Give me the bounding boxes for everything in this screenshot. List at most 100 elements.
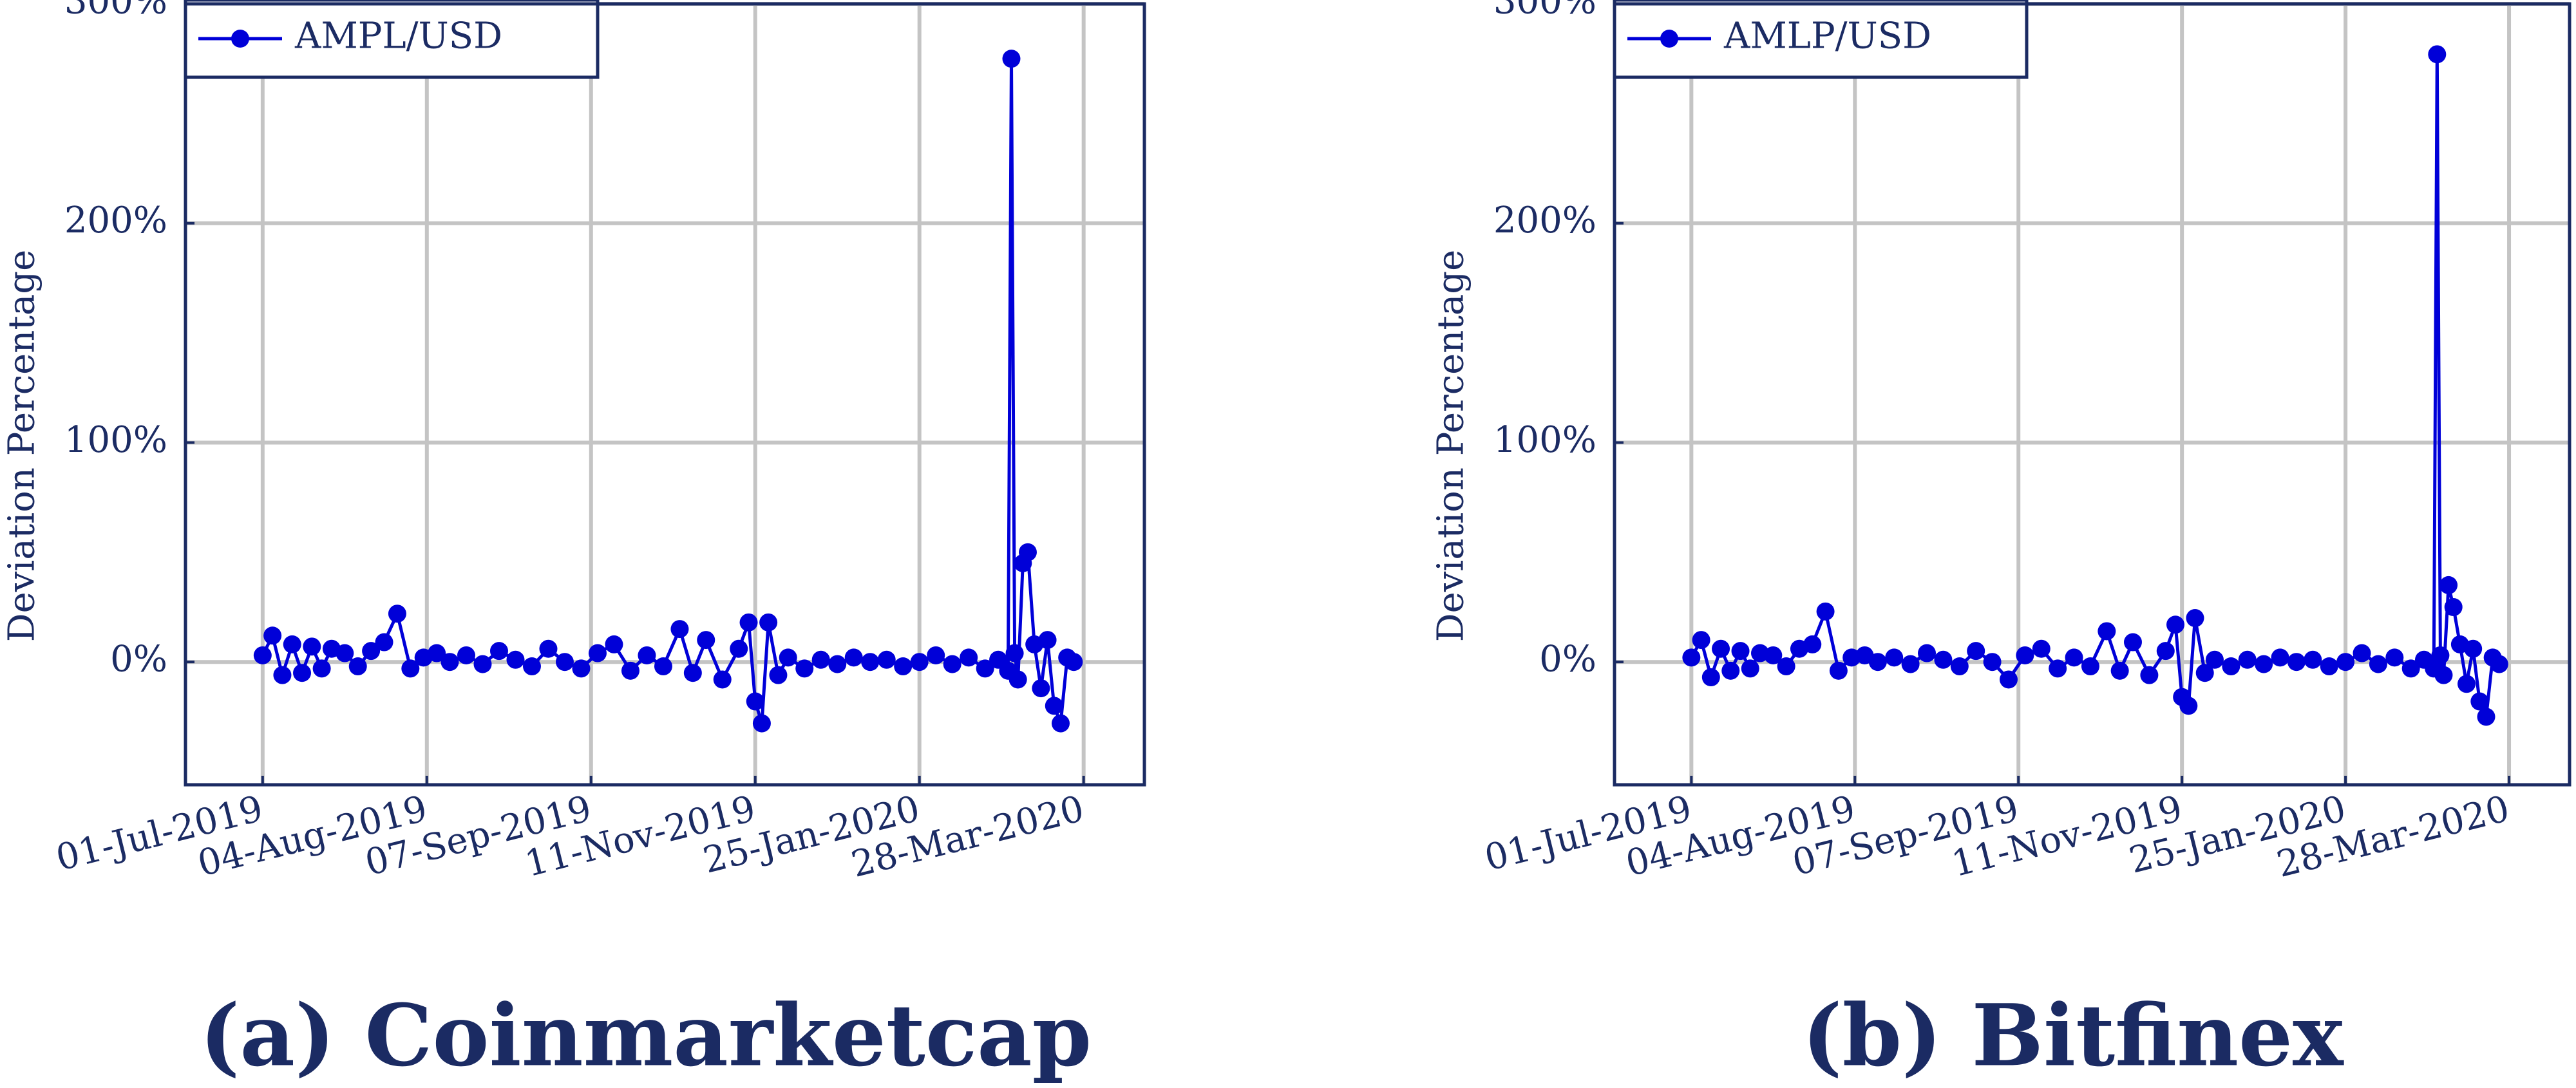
data-point xyxy=(697,631,715,650)
data-point xyxy=(2140,666,2159,684)
data-point xyxy=(2287,653,2306,671)
data-point xyxy=(621,661,639,680)
data-point xyxy=(440,653,459,671)
data-point xyxy=(1983,653,2002,671)
data-point xyxy=(759,613,778,632)
data-point xyxy=(1934,650,1953,669)
data-point xyxy=(522,657,541,676)
data-point xyxy=(1803,635,1822,653)
data-point xyxy=(2271,648,2289,667)
data-point xyxy=(2255,655,2273,673)
y-tick-label: 200% xyxy=(64,200,167,241)
series-line xyxy=(261,59,1075,724)
data-point xyxy=(1009,670,1027,689)
data-point xyxy=(1038,631,1057,650)
data-point xyxy=(2470,692,2489,711)
data-point xyxy=(2477,708,2496,726)
data-point xyxy=(2166,615,2185,634)
data-point xyxy=(336,644,354,662)
data-point xyxy=(730,639,748,658)
data-point xyxy=(388,605,406,623)
data-point xyxy=(293,664,312,682)
chart-panel: 01-Jul-201904-Aug-201907-Sep-201911-Nov-… xyxy=(1430,0,2571,1086)
data-point xyxy=(2110,661,2129,680)
data-point xyxy=(877,650,896,669)
data-point xyxy=(779,648,797,667)
data-point xyxy=(555,653,574,671)
data-point xyxy=(752,714,771,733)
data-point xyxy=(670,620,689,639)
data-point xyxy=(828,655,847,673)
data-point xyxy=(861,653,880,671)
data-point xyxy=(1005,644,1024,662)
data-point xyxy=(746,692,764,711)
data-point xyxy=(2081,657,2099,676)
data-point xyxy=(2195,664,2214,682)
legend-label: AMPL/USD xyxy=(294,15,502,57)
data-point xyxy=(960,648,978,667)
data-point xyxy=(739,613,758,632)
data-point xyxy=(375,633,393,652)
data-point xyxy=(1045,697,1063,715)
data-point xyxy=(2369,655,2387,673)
y-tick-label: 100% xyxy=(1493,419,1596,461)
data-point xyxy=(927,646,945,664)
data-point xyxy=(2428,45,2447,64)
data-point xyxy=(2065,648,2083,667)
caption: (a) Coinmarketcap xyxy=(200,986,1092,1086)
data-point xyxy=(1777,657,1795,676)
data-point xyxy=(1764,646,1783,664)
data-point xyxy=(489,642,508,661)
data-point xyxy=(2098,622,2116,641)
data-point xyxy=(2238,650,2257,669)
data-point xyxy=(2439,576,2458,594)
data-point xyxy=(253,646,272,664)
data-point xyxy=(1712,639,1730,658)
y-axis-label: Deviation Percentage xyxy=(1,250,43,642)
data-point xyxy=(844,648,863,667)
data-point xyxy=(1829,661,1848,680)
data-point xyxy=(2490,655,2508,673)
legend-marker xyxy=(231,30,249,48)
data-point xyxy=(1065,653,1083,671)
data-point xyxy=(303,637,321,656)
chart-panel: 01-Jul-201904-Aug-201907-Sep-201911-Nov-… xyxy=(1,0,1146,1086)
data-point xyxy=(263,626,282,645)
data-point xyxy=(943,655,961,673)
data-point xyxy=(605,635,623,653)
data-point xyxy=(976,659,994,678)
data-point xyxy=(1918,644,1937,662)
data-point xyxy=(1731,642,1750,661)
data-point xyxy=(1816,602,1835,621)
data-point xyxy=(910,653,929,671)
y-tick-label: 0% xyxy=(1539,639,1596,680)
data-point xyxy=(2444,598,2463,617)
data-point xyxy=(506,650,525,669)
data-point xyxy=(713,670,732,689)
plot-frame xyxy=(1613,2,2571,787)
data-point xyxy=(1741,659,1759,678)
series-line xyxy=(1690,54,2501,724)
data-point xyxy=(283,635,301,653)
data-point xyxy=(811,650,830,669)
data-point xyxy=(769,666,788,684)
data-point xyxy=(638,646,656,664)
y-axis-label: Deviation Percentage xyxy=(1430,250,1472,642)
data-point xyxy=(2123,633,2142,652)
data-point xyxy=(2320,657,2338,676)
data-point xyxy=(2401,659,2420,678)
data-point xyxy=(1051,714,1070,733)
data-point xyxy=(2049,659,2067,678)
y-tick-label: 300% xyxy=(64,0,167,23)
data-point xyxy=(1901,655,1920,673)
data-point xyxy=(1885,648,1904,667)
data-point xyxy=(2431,646,2450,664)
data-point xyxy=(1002,50,1021,68)
data-point xyxy=(2336,653,2355,671)
data-point xyxy=(1999,670,2018,689)
data-point xyxy=(2222,657,2240,676)
data-point xyxy=(2179,697,2198,715)
data-point xyxy=(2385,648,2404,667)
data-point xyxy=(1682,648,1701,667)
